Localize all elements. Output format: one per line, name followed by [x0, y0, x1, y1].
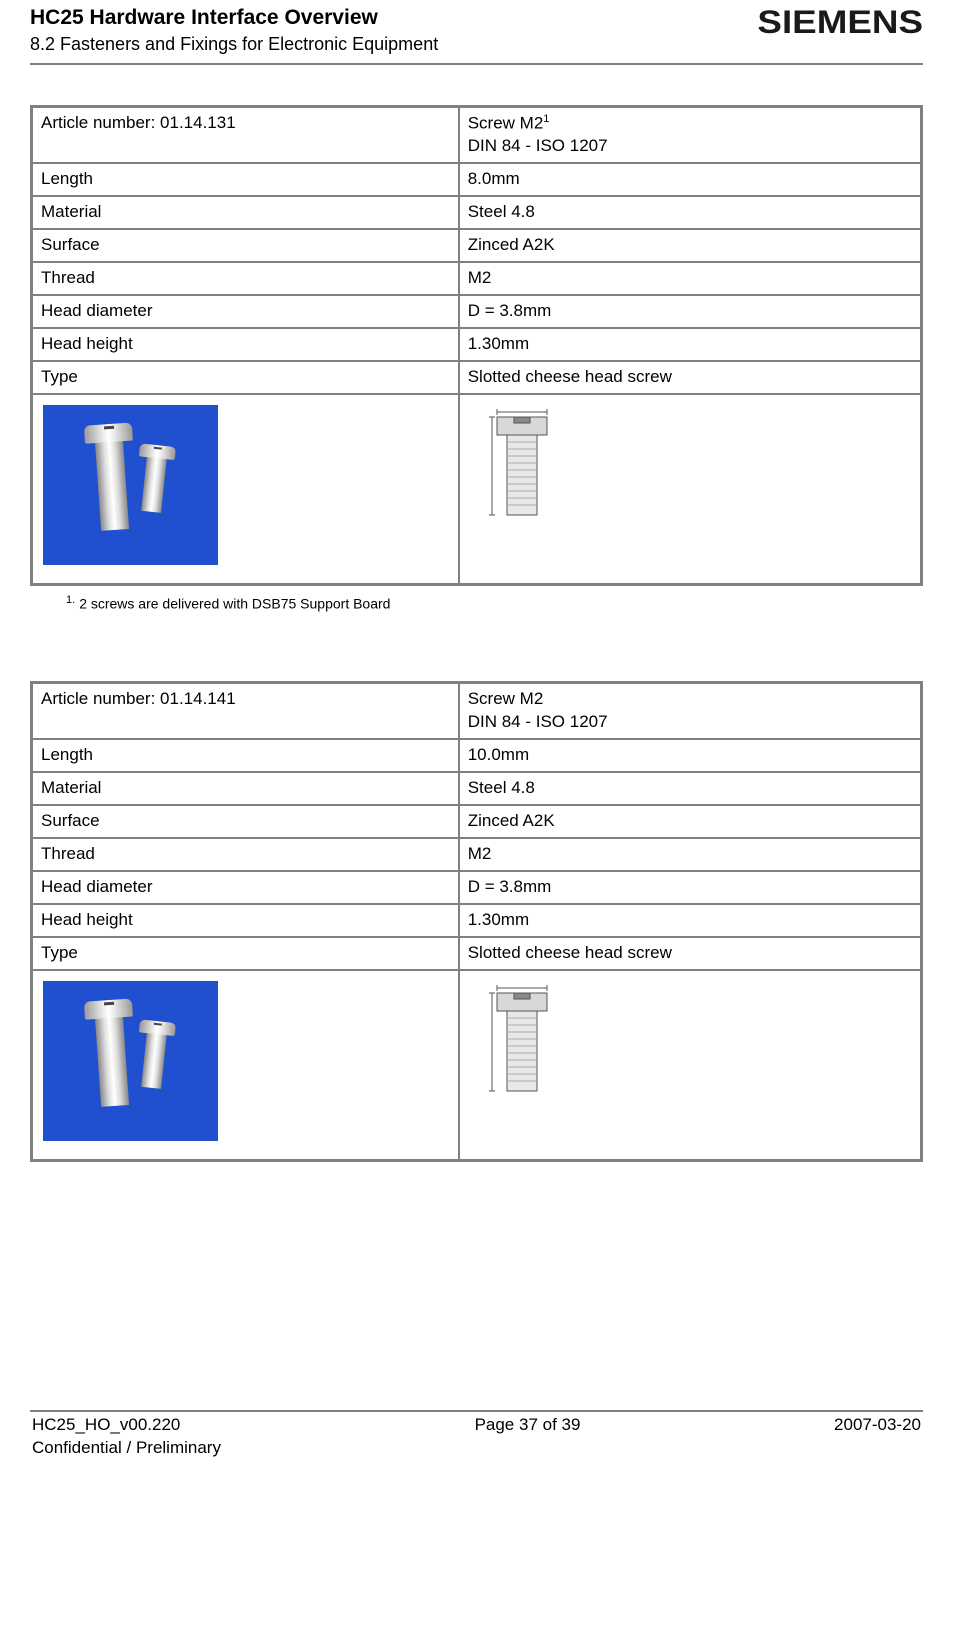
spec-label: Surface [32, 805, 459, 838]
spec-label: Length [32, 739, 459, 772]
table-row: Length8.0mm [32, 163, 921, 196]
screw-diagram [470, 405, 910, 546]
article-number-value: Screw M21 DIN 84 - ISO 1207 [459, 107, 921, 164]
table-row: MaterialSteel 4.8 [32, 772, 921, 805]
screw-large-icon [94, 1015, 128, 1107]
header-left: HC25 Hardware Interface Overview 8.2 Fas… [30, 4, 438, 57]
table-row: SurfaceZinced A2K [32, 229, 921, 262]
article-number-value: Screw M2 DIN 84 - ISO 1207 [459, 683, 921, 739]
spec-label: Head height [32, 328, 459, 361]
spec-value: D = 3.8mm [459, 295, 921, 328]
footnote-ref: 1 [543, 113, 549, 125]
footnote-number: 1. [66, 594, 75, 606]
screw-small-icon [141, 1032, 167, 1089]
spec-value: 1.30mm [459, 904, 921, 937]
screw-photo-cell [32, 970, 459, 1160]
spacer [30, 611, 923, 681]
footer-rule [30, 1410, 923, 1412]
article-number-label: Article number: 01.14.131 [32, 107, 459, 164]
spec-value: M2 [459, 838, 921, 871]
screw-photo [43, 405, 218, 565]
footnote-text: 2 screws are delivered with DSB75 Suppor… [79, 595, 390, 611]
screw-standard: DIN 84 - ISO 1207 [468, 712, 608, 731]
footer-left: HC25_HO_v00.220 Confidential / Prelimina… [32, 1414, 221, 1460]
screw-small-icon [141, 456, 167, 513]
screw-diagram [470, 981, 910, 1122]
page-footer: HC25_HO_v00.220 Confidential / Prelimina… [30, 1414, 923, 1460]
spec-value: Slotted cheese head screw [459, 937, 921, 970]
table-row: Head diameterD = 3.8mm [32, 295, 921, 328]
screw-large-icon [94, 439, 128, 531]
screw-name: Screw M2 [468, 689, 544, 708]
doc-version: HC25_HO_v00.220 [32, 1415, 180, 1434]
spec-table-1: Article number: 01.14.131 Screw M21 DIN … [30, 105, 923, 586]
spec-label: Thread [32, 838, 459, 871]
table-row: SurfaceZinced A2K [32, 805, 921, 838]
table-row: MaterialSteel 4.8 [32, 196, 921, 229]
screw-name: Screw M2 [468, 113, 544, 132]
spec-label: Material [32, 772, 459, 805]
page-header: HC25 Hardware Interface Overview 8.2 Fas… [30, 0, 923, 57]
spec-value: Zinced A2K [459, 229, 921, 262]
table-row: ThreadM2 [32, 838, 921, 871]
spec-label: Surface [32, 229, 459, 262]
spacer [30, 1170, 923, 1410]
screw-photo-cell [32, 394, 459, 584]
spec-value: Slotted cheese head screw [459, 361, 921, 394]
spec-value: Steel 4.8 [459, 772, 921, 805]
spec-label: Length [32, 163, 459, 196]
screw-standard: DIN 84 - ISO 1207 [468, 136, 608, 155]
table-row: TypeSlotted cheese head screw [32, 361, 921, 394]
table-row: Head diameterD = 3.8mm [32, 871, 921, 904]
screw-photo [43, 981, 218, 1141]
spec-label: Head height [32, 904, 459, 937]
doc-title: HC25 Hardware Interface Overview [30, 4, 438, 32]
table-row: Article number: 01.14.141 Screw M2 DIN 8… [32, 683, 921, 739]
doc-confidentiality: Confidential / Preliminary [32, 1438, 221, 1457]
spec-value: Zinced A2K [459, 805, 921, 838]
header-rule [30, 63, 923, 65]
spec-label: Head diameter [32, 295, 459, 328]
screw-diagram-cell [459, 970, 921, 1160]
page: HC25 Hardware Interface Overview 8.2 Fas… [0, 0, 953, 1480]
spec-value: M2 [459, 262, 921, 295]
table-row: ThreadM2 [32, 262, 921, 295]
spec-label: Type [32, 937, 459, 970]
table-row: Head height1.30mm [32, 328, 921, 361]
table-row: TypeSlotted cheese head screw [32, 937, 921, 970]
table-row [32, 970, 921, 1160]
table-row: Length10.0mm [32, 739, 921, 772]
spec-value: 10.0mm [459, 739, 921, 772]
spec-label: Head diameter [32, 871, 459, 904]
footer-center: Page 37 of 39 [475, 1414, 581, 1460]
spec-value: D = 3.8mm [459, 871, 921, 904]
spec-label: Type [32, 361, 459, 394]
table-row: Head height1.30mm [32, 904, 921, 937]
footnote: 1. 2 screws are delivered with DSB75 Supp… [66, 594, 923, 612]
spec-value: 8.0mm [459, 163, 921, 196]
screw-diagram-cell [459, 394, 921, 584]
spec-label: Thread [32, 262, 459, 295]
brand-logo: SIEMENS [757, 4, 923, 41]
spec-value: 1.30mm [459, 328, 921, 361]
spec-table-2: Article number: 01.14.141 Screw M2 DIN 8… [30, 681, 923, 1161]
table-row [32, 394, 921, 584]
doc-section: 8.2 Fasteners and Fixings for Electronic… [30, 32, 438, 56]
table-row: Article number: 01.14.131 Screw M21 DIN … [32, 107, 921, 164]
footer-right: 2007-03-20 [834, 1414, 921, 1460]
spec-value: Steel 4.8 [459, 196, 921, 229]
article-number-label: Article number: 01.14.141 [32, 683, 459, 739]
spec-label: Material [32, 196, 459, 229]
